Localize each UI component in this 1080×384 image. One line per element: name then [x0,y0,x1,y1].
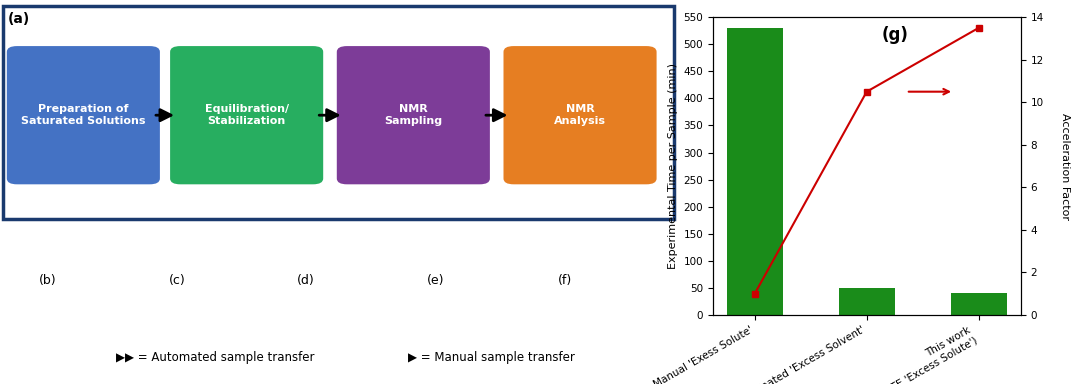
Text: ▶ = Manual sample transfer: ▶ = Manual sample transfer [408,351,576,364]
Y-axis label: Experimental Time per Sample (min): Experimental Time per Sample (min) [667,63,678,269]
Bar [950,293,1007,315]
Y-axis label: Acceleration Factor: Acceleration Factor [1061,113,1070,220]
Text: Preparation of
Saturated Solutions: Preparation of Saturated Solutions [22,104,146,126]
Bar [727,28,783,315]
Text: Equilibration/
Stabilization: Equilibration/ Stabilization [204,104,288,126]
Text: (d): (d) [297,274,315,287]
FancyBboxPatch shape [503,46,657,184]
Text: (g): (g) [882,26,909,44]
Text: (c): (c) [168,274,186,287]
Text: NMR
Sampling: NMR Sampling [384,104,443,126]
Text: (b): (b) [39,274,56,287]
Bar [839,288,894,315]
Text: (a): (a) [9,12,30,25]
Text: (f): (f) [557,274,571,287]
Text: NMR
Analysis: NMR Analysis [554,104,606,126]
Text: ▶▶ = Automated sample transfer: ▶▶ = Automated sample transfer [116,351,314,364]
FancyBboxPatch shape [337,46,490,184]
Text: (e): (e) [427,274,444,287]
FancyBboxPatch shape [6,46,160,184]
FancyBboxPatch shape [171,46,323,184]
